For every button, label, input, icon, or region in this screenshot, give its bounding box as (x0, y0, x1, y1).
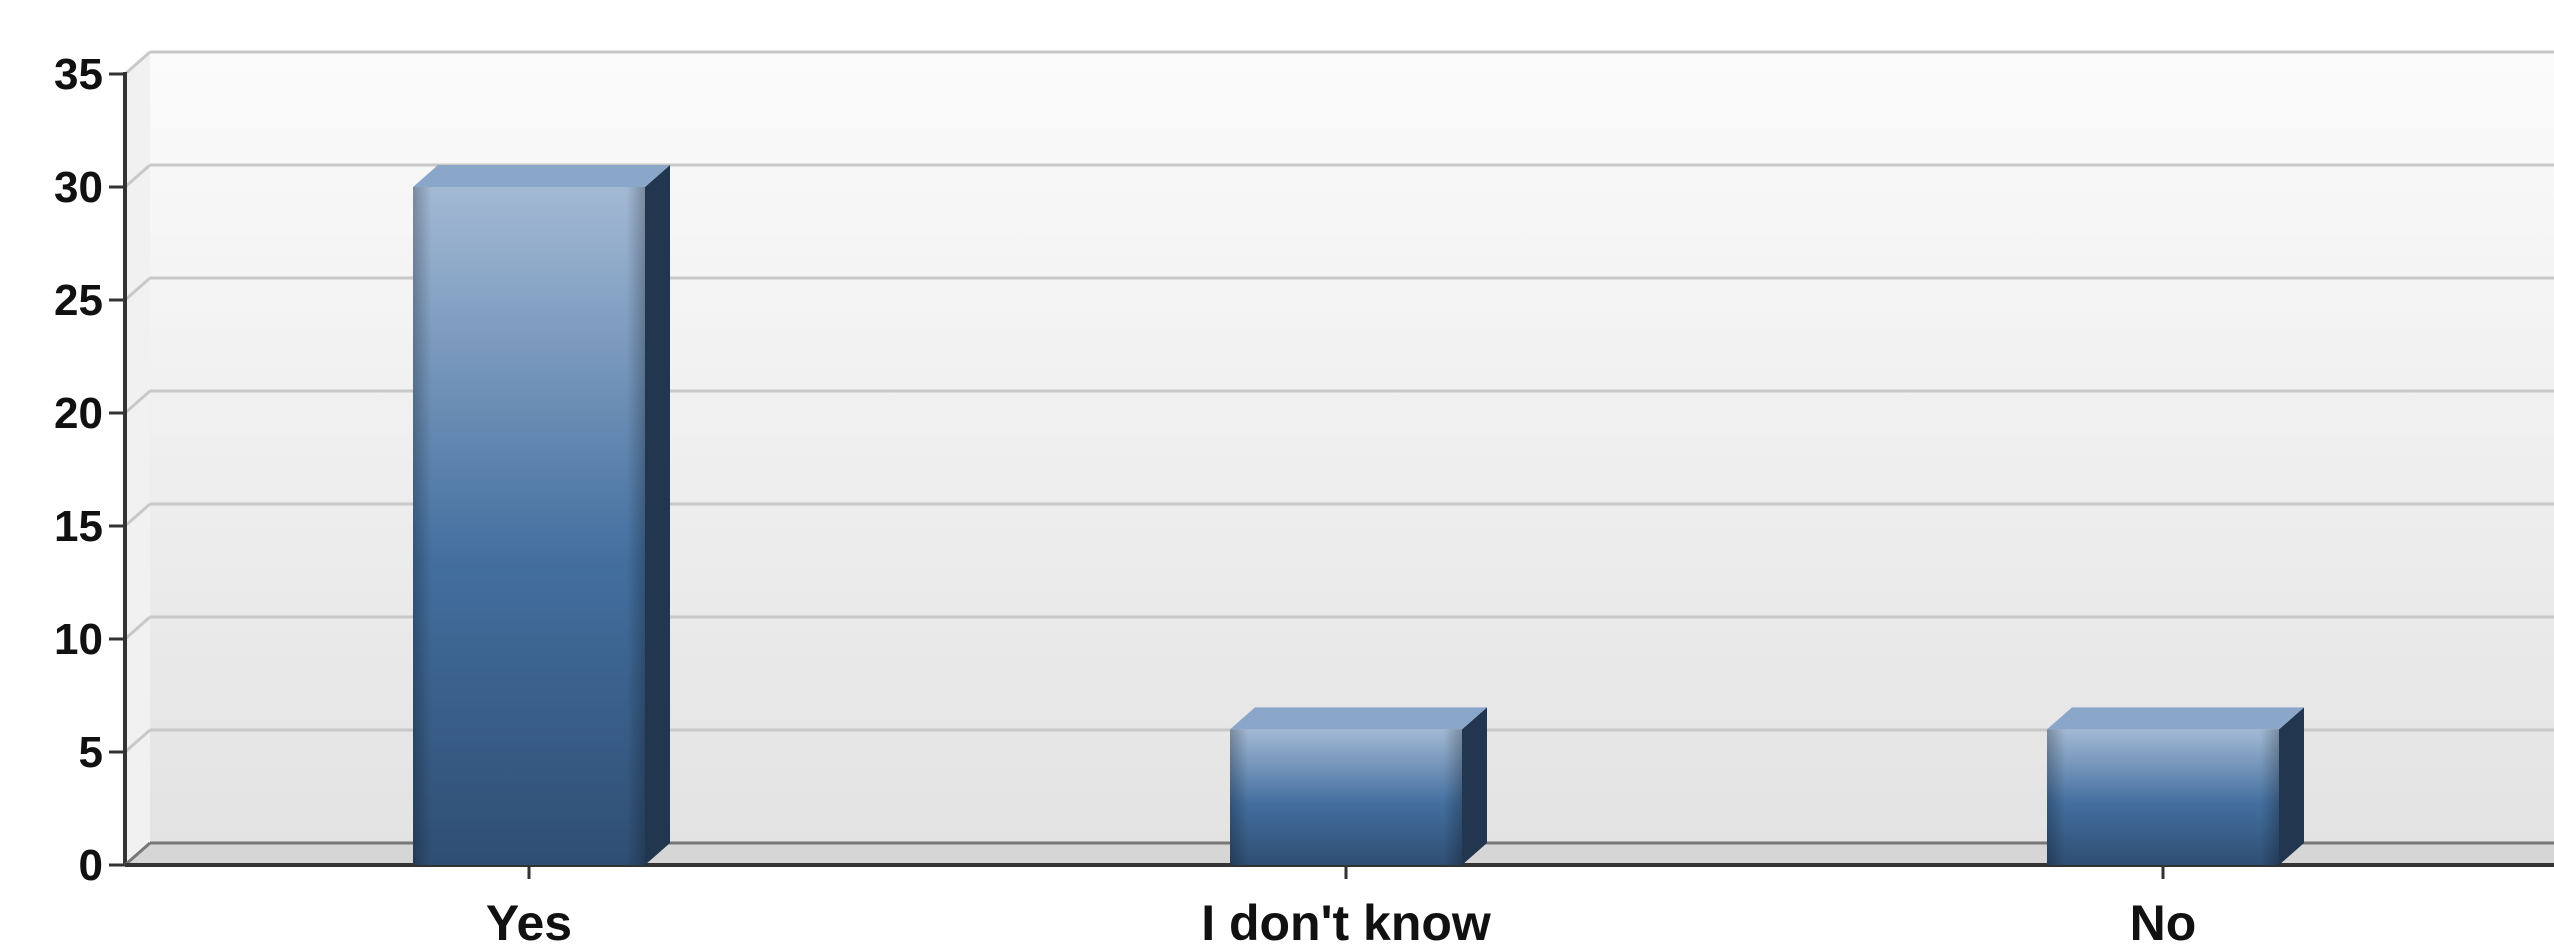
bar (413, 165, 670, 865)
x-tick-label: Yes (486, 895, 572, 950)
bar-side (645, 165, 670, 865)
y-tick-label: 35 (54, 50, 103, 99)
bar-side (2279, 707, 2304, 865)
bar (2047, 707, 2304, 865)
floor-left-edge (124, 841, 151, 867)
bar-front-shade (1230, 729, 1462, 865)
y-tick-label: 0 (79, 841, 103, 890)
y-tick-label: 5 (79, 728, 103, 777)
axis-labels: 0 5 10 15 20 25 30 35 Yes I don't know No (54, 50, 2196, 950)
gridline-diagonal (124, 389, 151, 415)
y-tick-label: 25 (54, 276, 103, 325)
plot-side-wall (125, 52, 150, 865)
bar-side (1462, 707, 1487, 865)
gridline-diagonal (124, 615, 151, 641)
bar-top (413, 165, 670, 187)
gridline-diagonal (124, 502, 151, 528)
bars (413, 165, 2304, 865)
gridline-diagonal (124, 163, 151, 189)
y-tick-label: 20 (54, 389, 103, 438)
y-tick-label: 15 (54, 502, 103, 551)
gridline-diagonal (124, 50, 151, 76)
bar-top (1230, 707, 1487, 730)
gridline-diagonal (124, 276, 151, 302)
bar-front-shade (413, 187, 645, 865)
bar (1230, 707, 1487, 865)
bar-front-shade (2047, 729, 2279, 865)
x-tick-label: I don't know (1201, 895, 1491, 950)
y-tick-label: 10 (54, 615, 103, 664)
y-tick-label: 30 (54, 163, 103, 212)
gridline-diagonal (124, 728, 151, 754)
bar-top (2047, 707, 2304, 730)
x-tick-label: No (2130, 895, 2197, 950)
